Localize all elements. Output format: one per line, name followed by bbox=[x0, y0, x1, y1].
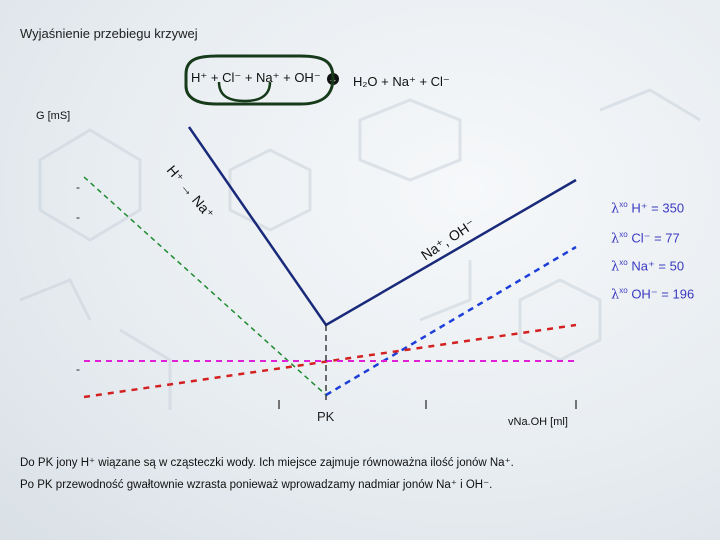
x-axis-label: vNa.OH [ml] bbox=[508, 416, 568, 428]
y-tick-dash: - bbox=[76, 362, 80, 376]
conductivity-value: Cl⁻ = 77 bbox=[627, 230, 680, 246]
lambda-symbol: λ bbox=[611, 287, 620, 303]
conductivity-cl: λxo Cl⁻ = 77 bbox=[611, 230, 680, 246]
y-tick-dash: - bbox=[76, 180, 80, 194]
lambda-symbol: λ bbox=[611, 259, 620, 275]
reaction-products: H₂O + Na⁺ + Cl⁻ bbox=[353, 74, 450, 89]
circle-cl-na bbox=[217, 81, 272, 103]
conductivity-value: Na⁺ = 50 bbox=[627, 258, 685, 274]
conductivity-na: λxo Na⁺ = 50 bbox=[611, 258, 684, 274]
conductivity-h: λxo H⁺ = 350 bbox=[611, 200, 684, 216]
reactants-text: H⁺ + Cl⁻ + Na⁺ + OH⁻ bbox=[191, 70, 321, 85]
lambda-subscript: xo bbox=[619, 286, 628, 295]
lambda-subscript: xo bbox=[619, 258, 628, 267]
lambda-subscript: xo bbox=[619, 230, 628, 239]
description-line-2: Po PK przewodność gwałtownie wzrasta pon… bbox=[20, 479, 493, 491]
slide-title: Wyjaśnienie przebiegu krzywej bbox=[20, 26, 198, 41]
h-ion-line bbox=[83, 176, 327, 396]
y-tick-dash: - bbox=[76, 210, 80, 224]
equivalence-point-label: PK bbox=[317, 409, 335, 424]
y-axis-label: G [mS] bbox=[36, 110, 71, 122]
conductivity-oh: λxo OH⁻ = 196 bbox=[611, 286, 694, 302]
conductivity-value: H⁺ = 350 bbox=[627, 200, 685, 216]
description-line-1: Do PK jony H⁺ wiązane są w cząsteczki wo… bbox=[20, 457, 514, 469]
lambda-subscript: xo bbox=[619, 200, 628, 209]
oh-ion-line bbox=[325, 245, 577, 397]
main-titration-curve bbox=[187, 126, 577, 327]
lambda-symbol: λ bbox=[611, 231, 620, 247]
circle-h-oh bbox=[184, 54, 335, 106]
conductivity-value: OH⁻ = 196 bbox=[627, 286, 695, 302]
lambda-symbol: λ bbox=[611, 201, 620, 217]
